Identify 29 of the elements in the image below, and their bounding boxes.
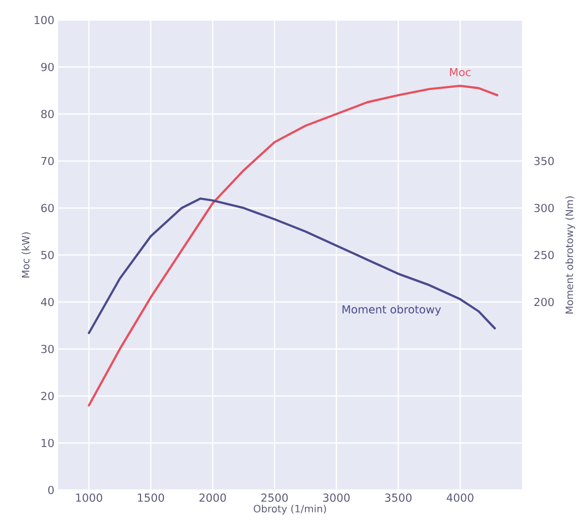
x-tick-label: 1500 (138, 494, 164, 502)
y-tick-label: 30 (41, 344, 54, 354)
x-tick-label: 2000 (199, 494, 226, 502)
y-tick-label: 10 (42, 438, 54, 448)
x-tick-label: 3500 (385, 494, 412, 502)
y-tick-label: 70 (41, 156, 54, 166)
y-tick-label: 50 (41, 250, 54, 260)
line-series (88, 197, 496, 334)
y-tick-label: 90 (41, 62, 54, 72)
series-label: Moc (450, 68, 471, 76)
y-tick-label: 0 (48, 486, 54, 494)
y-tick-label: 40 (41, 298, 54, 306)
y2-tick-label: 350 (534, 156, 554, 166)
y-axis-title: Moc (kW) (22, 232, 31, 278)
y2-tick-label: 300 (534, 204, 554, 212)
y2-tick-label: 250 (534, 250, 554, 260)
x-axis-title: Obroty (1/min) (254, 504, 326, 514)
x-tick-label: 1000 (76, 494, 102, 502)
y-tick-label: 100 (34, 16, 54, 24)
series-label: Moment obrotowy (342, 304, 441, 316)
x-tick-label: 2500 (261, 494, 288, 502)
y2-axis-title: Moment obrotowy (Nm) (565, 196, 576, 314)
y2-tick-label: 200 (534, 298, 554, 306)
x-tick-label: 4000 (446, 494, 474, 502)
line-series (88, 84, 498, 406)
x-tick-label: 3000 (323, 494, 350, 502)
y-tick-label: 60 (41, 204, 54, 212)
y-tick-label: 20 (41, 392, 54, 400)
y-tick-label: 80 (41, 110, 54, 118)
